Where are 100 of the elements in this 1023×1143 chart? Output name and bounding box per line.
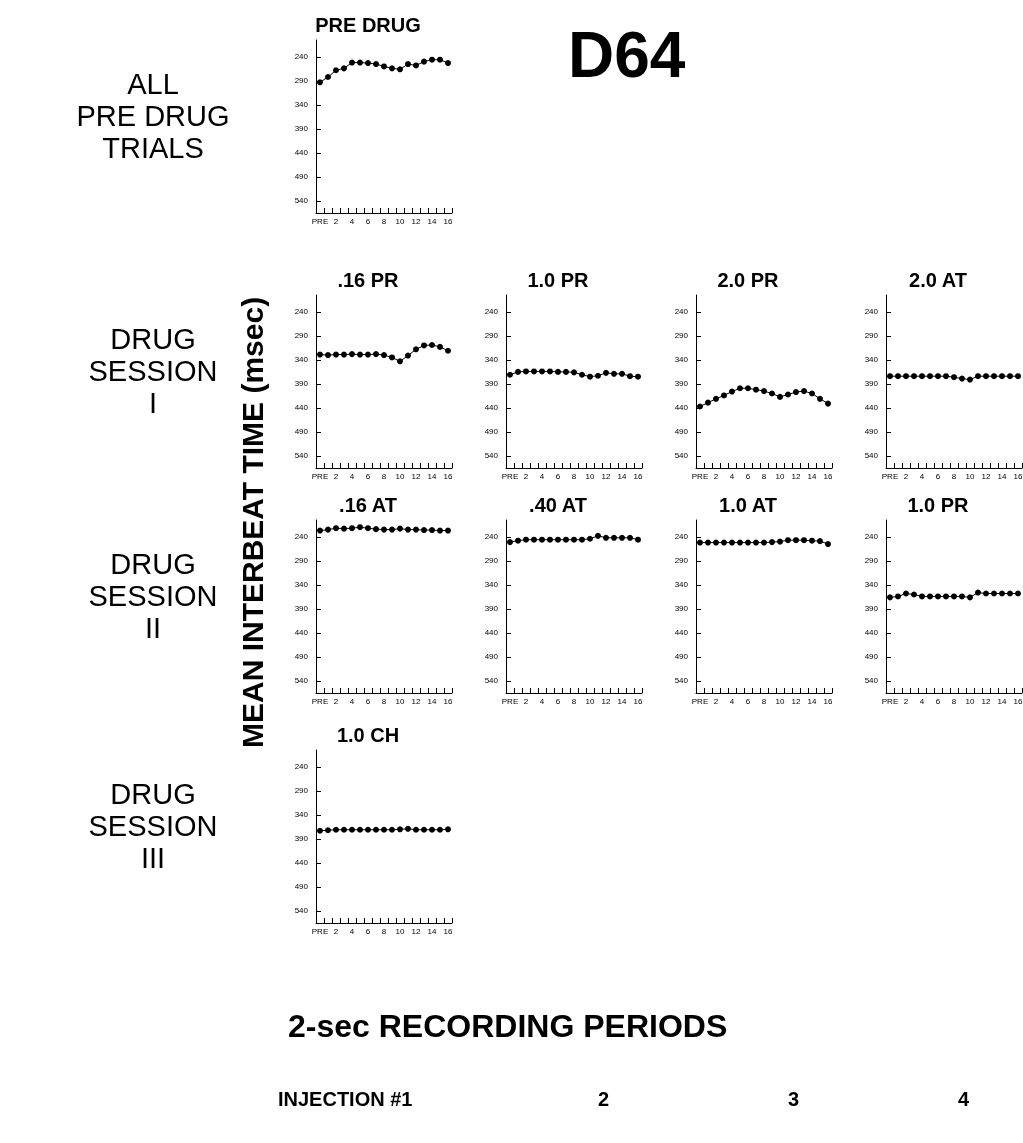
x-tick-label: 10 [395,216,405,226]
y-tick-label: 240 [294,762,309,772]
point [365,60,371,67]
point [349,59,355,66]
point [825,400,831,407]
x-tick-label: 14 [617,696,627,706]
y-tick-label: 340 [674,355,689,365]
x-tick-label: 14 [807,696,817,706]
x-tick-label: 4 [349,926,355,936]
x-tick-label: 4 [729,696,735,706]
point [325,74,331,80]
x-tick-label: 16 [443,471,453,481]
y-tick-label: 240 [864,307,879,317]
y-tick-label: 540 [294,451,309,461]
x-tick-label: 10 [965,696,975,706]
point [785,391,791,398]
x-tick-label: PRE [501,696,519,706]
point [753,386,759,393]
y-tick-label: 390 [484,604,499,614]
x-tick-label: 8 [571,696,577,706]
y-tick-label: 240 [864,532,879,542]
x-tick-label: 10 [775,696,785,706]
x-tick-label: PRE [691,696,709,706]
y-tick-label: 340 [294,355,309,365]
y-tick-label: 390 [294,379,309,389]
y-tick-label: 290 [864,331,879,341]
y-tick-label: 490 [294,427,309,437]
x-tick-label: 2 [333,926,339,936]
x-tick-label: 4 [919,696,925,706]
x-tick-label: 4 [729,471,735,481]
text: DRUG SESSION II [88,548,218,644]
x-tick-label: 2 [333,696,339,706]
point [817,395,823,402]
x-tick-label: 2 [903,696,909,706]
chart-title: 1.0 AT [719,494,777,516]
x-tick-label: 8 [381,216,387,226]
x-tick-label: 12 [981,471,991,481]
x-tick-label: 14 [427,471,437,481]
point [317,79,323,86]
y-tick-label: 290 [294,556,309,566]
y-tick-label: 340 [294,810,309,820]
point [801,388,807,395]
y-tick-label: 490 [864,427,879,437]
chart-title: .40 AT [529,494,587,516]
point [421,342,427,349]
y-tick-label: 240 [484,307,499,317]
x-tick-label: 10 [585,696,595,706]
y-tick-label: 440 [864,403,879,413]
point [413,346,419,353]
y-tick-label: 540 [294,196,309,206]
x-tick-label: 8 [381,471,387,481]
y-tick-label: 340 [294,100,309,110]
x-tick-label: 4 [349,471,355,481]
y-tick-label: 240 [294,307,309,317]
x-tick-label: 14 [427,926,437,936]
x-tick-label: 2 [523,696,529,706]
point [389,65,395,72]
text: 2 [598,1088,610,1111]
point [721,392,727,399]
x-tick-label: PRE [691,471,709,481]
x-tick-label: 6 [365,471,371,481]
point [437,343,443,350]
point [325,352,331,359]
chart-title: .16 PR [337,269,400,291]
point [737,385,743,392]
point [793,389,799,396]
x-tick-label: 2 [333,471,339,481]
y-tick-label: 290 [864,556,879,566]
point [389,354,395,361]
x-tick-label: 6 [745,471,751,481]
y-tick-label: 540 [484,451,499,461]
y-tick-label: 240 [674,532,689,542]
text: 4 [958,1088,970,1111]
point [341,65,347,72]
point [809,390,815,397]
text: DRUG SESSION I [88,323,218,419]
y-tick-label: 440 [294,148,309,158]
x-tick-label: 10 [395,471,405,481]
y-tick-label: 390 [674,604,689,614]
x-tick-label: 6 [365,216,371,226]
chart-title: 2.0 PR [717,269,780,291]
y-tick-label: 390 [484,379,499,389]
x-tick-label: 12 [981,696,991,706]
text: 3 [788,1088,800,1111]
x-tick-label: 6 [365,696,371,706]
x-tick-label: 4 [539,696,545,706]
x-tick-label: 14 [427,216,437,226]
x-tick-label: 12 [411,471,421,481]
x-tick-label: 6 [935,696,941,706]
x-tick-label: 10 [775,471,785,481]
point [341,351,347,358]
x-tick-label: 4 [539,471,545,481]
x-tick-label: 12 [791,696,801,706]
point [333,351,339,358]
y-tick-label: 440 [484,628,499,638]
y-tick-label: 490 [294,172,309,182]
point [397,66,403,73]
point [705,399,711,406]
x-tick-label: 2 [903,471,909,481]
x-tick-label: 16 [1013,696,1023,706]
